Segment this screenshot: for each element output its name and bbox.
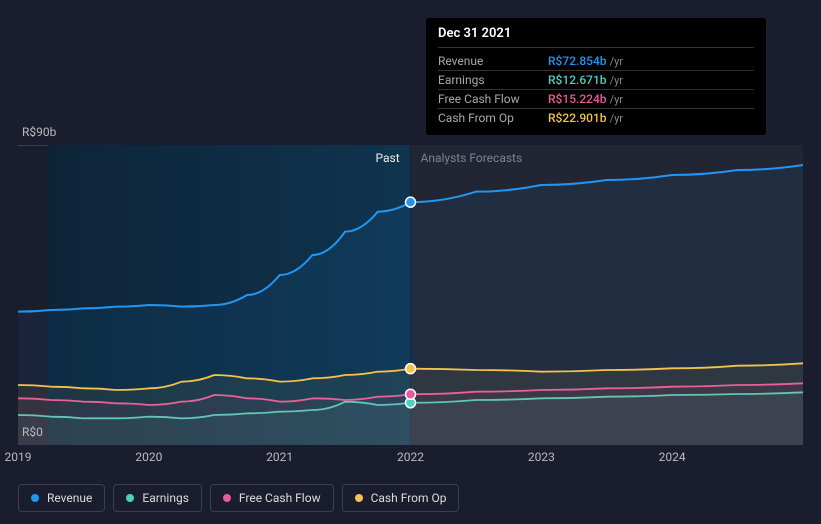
y-axis-label-min: R$0 xyxy=(22,425,43,439)
legend-dot-icon xyxy=(355,494,363,502)
chart-plot-area[interactable] xyxy=(18,145,803,445)
chart-legend: Revenue Earnings Free Cash Flow Cash From O… xyxy=(18,484,459,512)
x-tick-2019: 2019 xyxy=(5,450,32,464)
past-region-label: Past xyxy=(376,151,400,165)
chart-tooltip: Dec 31 2021 RevenueR$72.854b/yrEarningsR… xyxy=(426,18,766,135)
x-axis: 201920202021202220232024 xyxy=(18,450,803,470)
y-axis-label-max: R$90b xyxy=(22,125,56,139)
forecast-region-label: Analysts Forecasts xyxy=(421,151,523,165)
tooltip-row-revenue: RevenueR$72.854b/yr xyxy=(438,52,754,71)
tooltip-date: Dec 31 2021 xyxy=(438,26,754,48)
legend-label: Earnings xyxy=(142,491,189,505)
legend-label: Free Cash Flow xyxy=(239,491,321,505)
legend-item-earnings[interactable]: Earnings xyxy=(113,484,202,512)
legend-dot-icon xyxy=(223,494,231,502)
legend-item-fcf[interactable]: Free Cash Flow xyxy=(210,484,334,512)
tooltip-row-earnings: EarningsR$12.671b/yr xyxy=(438,71,754,90)
legend-dot-icon xyxy=(126,494,134,502)
x-tick-2021: 2021 xyxy=(266,450,293,464)
x-tick-2022: 2022 xyxy=(397,450,424,464)
legend-item-revenue[interactable]: Revenue xyxy=(18,484,105,512)
legend-dot-icon xyxy=(31,494,39,502)
x-tick-2020: 2020 xyxy=(135,450,162,464)
legend-label: Cash From Op xyxy=(371,491,447,505)
tooltip-row-cash-from-op: Cash From OpR$22.901b/yr xyxy=(438,109,754,127)
tooltip-row-free-cash-flow: Free Cash FlowR$15.224b/yr xyxy=(438,90,754,109)
legend-item-cfo[interactable]: Cash From Op xyxy=(342,484,460,512)
legend-label: Revenue xyxy=(47,491,92,505)
x-tick-2023: 2023 xyxy=(528,450,555,464)
financials-chart: R$90b R$0 Past Analysts Forecasts 2019 20… xyxy=(0,0,821,524)
x-tick-2024: 2024 xyxy=(659,450,686,464)
